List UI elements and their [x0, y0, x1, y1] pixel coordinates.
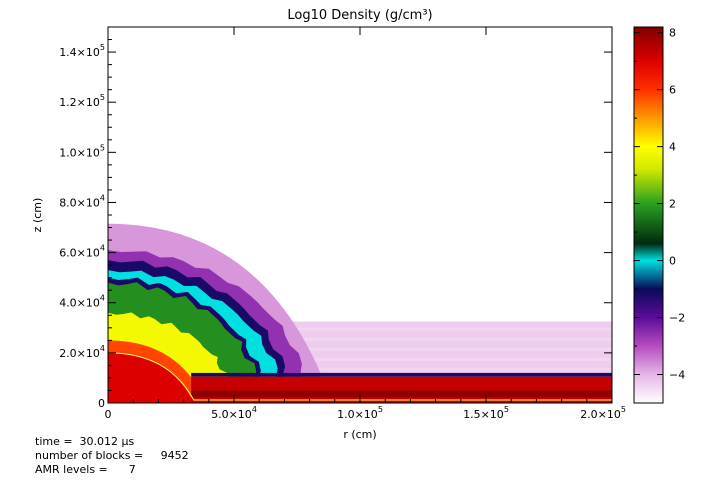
colorbar-tick-label: −4: [669, 369, 685, 382]
y-tick-label: 1.0×105: [59, 143, 105, 159]
atmosphere-stripe: [108, 357, 612, 361]
y-tick-label: 1.4×105: [59, 43, 105, 59]
y-tick-label: 2.0×104: [59, 344, 105, 360]
colorbar-tick-label: 6: [669, 84, 676, 97]
atmosphere-stripe: [108, 347, 612, 351]
x-tick-label: 1.0×105: [337, 405, 383, 421]
colorbar-tick-label: −2: [669, 312, 685, 325]
x-tick-label: 2.0×105: [580, 405, 626, 421]
colorbar-tick-label: 0: [669, 255, 676, 268]
x-tick-label: 5.0×104: [211, 405, 257, 421]
chart-title: Log10 Density (g/cm³): [287, 8, 432, 23]
colorbar-ticks: −4 −2 0 2 4 6 8: [634, 27, 685, 404]
red-core: [108, 352, 194, 403]
colorbar-tick-label: 4: [669, 141, 676, 154]
y-axis-label: z (cm): [31, 198, 44, 233]
x-tick-label: 0: [105, 408, 112, 421]
colorbar: [633, 26, 664, 404]
y-tick-label: 0: [98, 397, 105, 410]
block-count-readout: number of blocks = 9452: [35, 449, 189, 462]
time-readout: time = 30.012 μs: [35, 435, 135, 448]
y-axis-ticks: 0 2.0×104 4.0×104 6.0×104 8.0×104 1.0×105 1.2×…: [59, 39, 612, 410]
contour-line: [108, 352, 612, 401]
y-tick-label: 4.0×104: [59, 294, 105, 310]
y-tick-label: 1.2×105: [59, 93, 105, 109]
disk-slab: [191, 376, 612, 403]
x-axis-label: r (cm): [343, 428, 376, 441]
slab-boundary: [191, 372, 612, 377]
x-axis-ticks: 0 5.0×104 1.0×105 1.5×105 2.0×105: [105, 27, 626, 421]
atmosphere-stripe: [108, 327, 612, 331]
colorbar-tick-label: 2: [669, 198, 676, 211]
y-tick-label: 8.0×104: [59, 193, 105, 209]
disk-slab-core: [191, 390, 612, 398]
colorbar-tick-label: 8: [669, 27, 676, 40]
density-field: [108, 27, 612, 403]
y-tick-label: 6.0×104: [59, 244, 105, 260]
atmosphere-stripe: [108, 337, 612, 341]
amr-levels-readout: AMR levels = 7: [35, 463, 136, 476]
atmosphere-stripe: [108, 367, 612, 371]
x-tick-label: 1.5×105: [463, 405, 509, 421]
